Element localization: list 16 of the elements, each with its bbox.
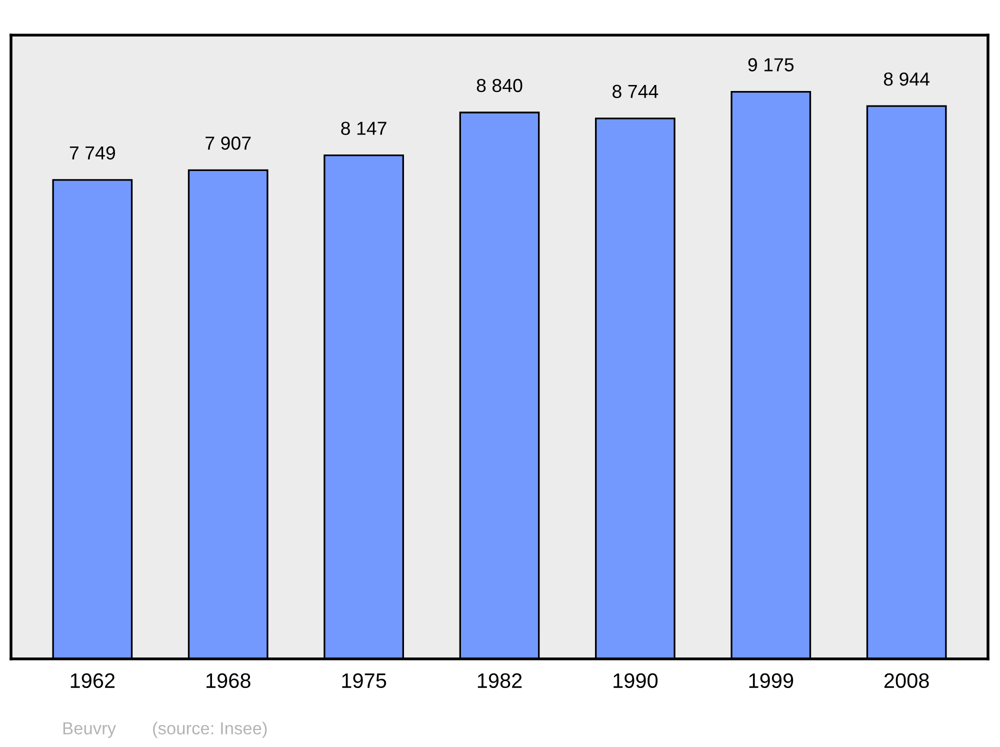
data-label: 9 175 [748, 58, 794, 72]
data-label: 8 840 [476, 78, 522, 92]
x-tick-label: 1999 [749, 673, 794, 688]
x-tick-label: 1982 [478, 673, 522, 688]
data-label: 8 147 [341, 122, 386, 135]
data-label: 7 907 [206, 136, 251, 150]
x-tick-label: 1968 [206, 673, 250, 688]
x-tick-label: 1962 [70, 673, 115, 688]
data-label: 8 744 [612, 84, 658, 98]
text: Beuvry [63, 722, 116, 738]
text: (source: Insee) [153, 722, 267, 738]
data-label: 7 749 [70, 146, 115, 160]
x-tick-label: 2008 [884, 673, 929, 688]
x-tick-label: 1990 [614, 673, 658, 688]
data-label: 8 944 [884, 72, 930, 86]
x-tick-label: 1975 [342, 673, 386, 688]
